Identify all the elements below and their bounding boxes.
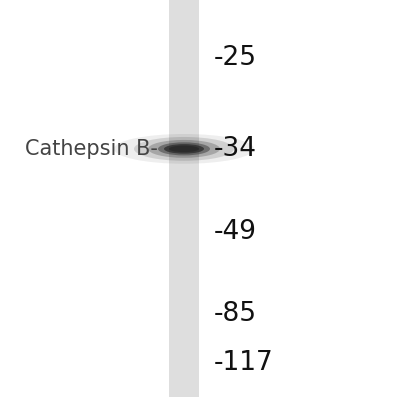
Ellipse shape xyxy=(134,137,234,161)
Ellipse shape xyxy=(158,143,210,156)
Ellipse shape xyxy=(114,134,254,164)
Bar xyxy=(169,0,199,397)
Text: -25: -25 xyxy=(214,44,257,71)
Ellipse shape xyxy=(164,144,204,154)
Ellipse shape xyxy=(148,140,220,158)
Ellipse shape xyxy=(169,146,199,152)
Text: -85: -85 xyxy=(214,301,257,327)
Text: -49: -49 xyxy=(214,219,257,245)
Text: -34: -34 xyxy=(214,136,257,162)
Text: Cathepsin B-: Cathepsin B- xyxy=(25,139,158,159)
Text: -117: -117 xyxy=(214,350,274,376)
